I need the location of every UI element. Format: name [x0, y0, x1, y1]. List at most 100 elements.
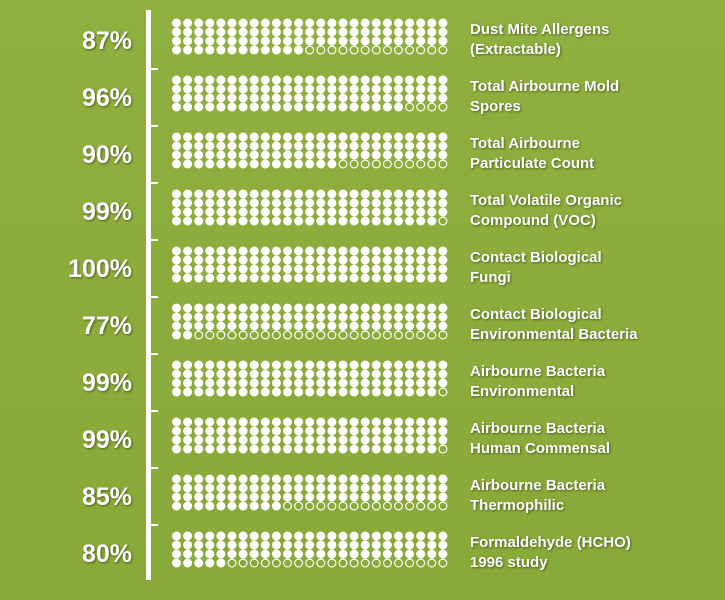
waffle-dot-filled — [382, 321, 392, 331]
waffle-dot-filled — [405, 27, 415, 37]
waffle-dot-filled — [316, 360, 326, 370]
waffle-dot-filled — [271, 531, 281, 541]
waffle-dot-filled — [305, 321, 315, 331]
category-label: Airbourne Bacteria Human Commensal — [470, 419, 720, 459]
waffle-dot-filled — [271, 369, 281, 379]
waffle-dot-filled — [338, 483, 348, 493]
waffle-dot-filled — [216, 84, 226, 94]
waffle-dot-filled — [305, 141, 315, 151]
waffle-dot-filled — [271, 303, 281, 313]
waffle-dot-filled — [394, 531, 403, 541]
waffle-dot-filled — [260, 312, 270, 322]
waffle-dot-filled — [316, 369, 326, 379]
waffle-dot-filled — [382, 27, 392, 37]
waffle-dot-empty — [371, 501, 381, 511]
axis-tick — [148, 524, 158, 526]
waffle-dot-filled — [172, 444, 181, 454]
waffle-dot-filled — [283, 549, 292, 559]
axis-tick — [148, 125, 158, 127]
value-label: 85% — [81, 483, 132, 511]
waffle-dot-filled — [249, 501, 259, 511]
waffle-dot-filled — [360, 435, 370, 445]
waffle-dot-filled — [316, 84, 326, 94]
waffle-dot-filled — [316, 483, 326, 493]
waffle-dot-filled — [249, 426, 259, 436]
waffle-dot-filled — [371, 312, 381, 322]
waffle-dot-filled — [249, 378, 259, 388]
waffle-dot-filled — [260, 255, 270, 265]
waffle-dot-filled — [338, 93, 348, 103]
waffle-dot-filled — [172, 492, 181, 502]
waffle-dot-filled — [327, 264, 337, 274]
waffle-dot-filled — [405, 303, 415, 313]
waffle-dot-filled — [416, 207, 426, 217]
waffle-dot-filled — [283, 474, 292, 484]
waffle-dot-filled — [382, 150, 392, 160]
waffle-dot-filled — [271, 417, 281, 427]
waffle-dot-filled — [338, 18, 348, 28]
waffle-dot-filled — [194, 159, 204, 169]
waffle-dot-filled — [438, 369, 448, 379]
waffle-dot-filled — [338, 150, 348, 160]
value-label: 99% — [81, 198, 132, 226]
waffle-dot-filled — [216, 18, 226, 28]
waffle-dot-filled — [416, 264, 426, 274]
waffle-dot-filled — [305, 549, 315, 559]
waffle-dot-filled — [416, 273, 426, 283]
waffle-dot-filled — [305, 312, 315, 322]
waffle-dot-filled — [416, 18, 426, 28]
waffle-dot-filled — [416, 75, 426, 85]
waffle-dot-filled — [183, 426, 193, 436]
waffle-dot-filled — [305, 531, 315, 541]
waffle-dot-filled — [327, 387, 337, 397]
waffle-dot-filled — [327, 540, 337, 550]
waffle-dot-filled — [238, 150, 248, 160]
waffle-dot-filled — [172, 36, 181, 46]
value-label: 80% — [81, 540, 132, 568]
waffle-dot-filled — [172, 189, 181, 199]
waffle-dot-filled — [216, 360, 226, 370]
waffle-dot-empty — [360, 501, 370, 511]
waffle-dot-filled — [238, 474, 248, 484]
waffle-dot-filled — [183, 330, 193, 340]
waffle-dot-filled — [394, 540, 403, 550]
waffle-dot-filled — [194, 492, 204, 502]
waffle-dot-filled — [249, 159, 259, 169]
waffle-dot-empty — [427, 102, 437, 112]
waffle-block — [172, 474, 448, 511]
waffle-dot-filled — [327, 36, 337, 46]
waffle-dot-empty — [271, 330, 281, 340]
waffle-dot-filled — [427, 84, 437, 94]
waffle-dot-filled — [338, 273, 348, 283]
waffle-dot-filled — [371, 474, 381, 484]
waffle-dot-filled — [360, 27, 370, 37]
waffle-dot-empty — [427, 45, 437, 55]
waffle-dot-filled — [238, 531, 248, 541]
waffle-dot-filled — [305, 36, 315, 46]
waffle-dot-filled — [238, 198, 248, 208]
axis-tick — [148, 467, 158, 469]
waffle-dot-filled — [338, 198, 348, 208]
waffle-dot-filled — [283, 198, 292, 208]
waffle-dot-empty — [438, 444, 448, 454]
waffle-dot-filled — [260, 102, 270, 112]
waffle-dot-filled — [382, 492, 392, 502]
waffle-dot-filled — [427, 189, 437, 199]
waffle-dot-filled — [327, 492, 337, 502]
waffle-dot-filled — [271, 132, 281, 142]
waffle-dot-filled — [327, 531, 337, 541]
waffle-dot-filled — [294, 255, 304, 265]
waffle-dot-empty — [294, 501, 304, 511]
waffle-dot-filled — [283, 360, 292, 370]
waffle-dot-filled — [216, 312, 226, 322]
waffle-dot-filled — [238, 141, 248, 151]
waffle-dot-filled — [183, 369, 193, 379]
waffle-dot-filled — [227, 321, 237, 331]
waffle-dot-filled — [283, 444, 292, 454]
waffle-dot-filled — [260, 93, 270, 103]
waffle-dot-filled — [172, 255, 181, 265]
waffle-dot-filled — [360, 273, 370, 283]
waffle-dot-filled — [416, 435, 426, 445]
waffle-dot-filled — [172, 387, 181, 397]
waffle-dot-filled — [427, 444, 437, 454]
